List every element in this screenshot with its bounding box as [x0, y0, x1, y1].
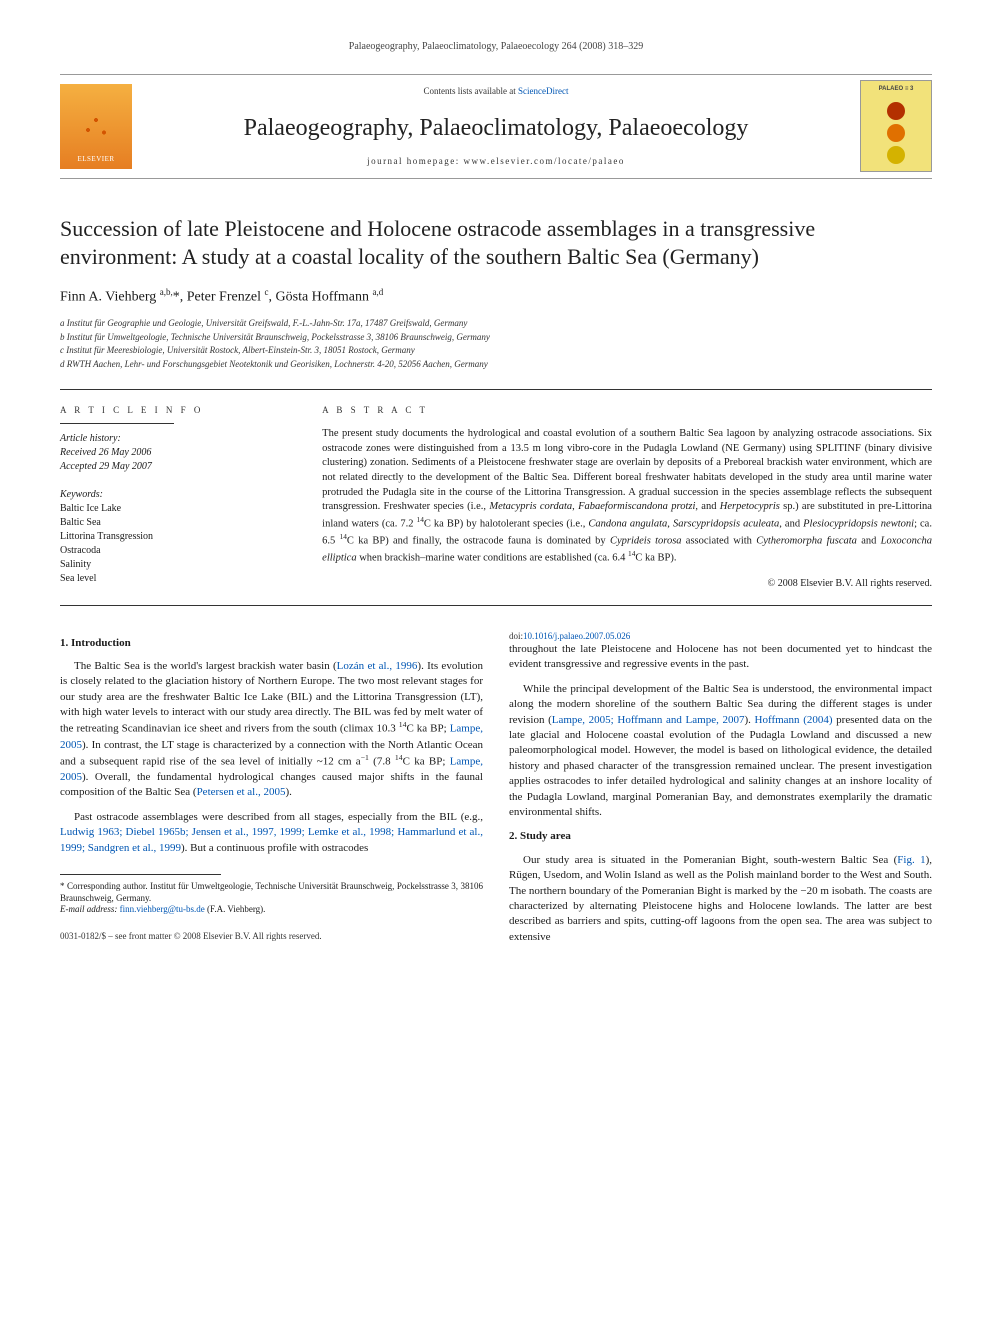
cover-dot-3 [887, 146, 905, 164]
section-heading-2: 2. Study area [509, 829, 932, 844]
keyword: Salinity [60, 558, 288, 572]
abstract-text: The present study documents the hydrolog… [322, 427, 932, 567]
history-label: Article history: [60, 432, 288, 446]
contents-line: Contents lists available at ScienceDirec… [142, 85, 850, 98]
keyword: Littorina Transgression [60, 530, 288, 544]
doi-line: doi:10.1016/j.palaeo.2007.05.026 [509, 630, 932, 643]
elsevier-tree-icon [76, 105, 116, 155]
section-heading-1: 1. Introduction [60, 636, 483, 651]
cover-label: PALAEO ≡ 3 [879, 85, 914, 93]
doi-link[interactable]: 10.1016/j.palaeo.2007.05.026 [523, 631, 630, 641]
cover-dot-1 [887, 102, 905, 120]
sciencedirect-link[interactable]: ScienceDirect [518, 86, 568, 96]
keywords-block: Keywords: Baltic Ice Lake Baltic Sea Lit… [60, 488, 288, 586]
email-line: E-mail address: finn.viehberg@tu-bs.de (… [60, 904, 483, 916]
body-paragraph: While the principal development of the B… [509, 682, 932, 821]
masthead-center: Contents lists available at ScienceDirec… [132, 77, 860, 176]
publisher-label: ELSEVIER [77, 155, 114, 165]
article-history: Article history: Received 26 May 2006 Ac… [60, 432, 288, 474]
footnotes: * Corresponding author. Institut für Umw… [60, 881, 483, 916]
article-title: Succession of late Pleistocene and Holoc… [60, 215, 932, 272]
keyword: Ostracoda [60, 544, 288, 558]
journal-cover-thumbnail: PALAEO ≡ 3 [860, 80, 932, 172]
article-body: 1. Introduction The Baltic Sea is the wo… [60, 630, 932, 949]
keyword: Baltic Ice Lake [60, 502, 288, 516]
footnote-separator [60, 874, 221, 875]
body-paragraph: throughout the late Pleistocene and Holo… [509, 642, 932, 673]
journal-homepage-line: journal homepage: www.elsevier.com/locat… [142, 155, 850, 168]
homepage-url: www.elsevier.com/locate/palaeo [464, 156, 625, 166]
running-head: Palaeogeography, Palaeoclimatology, Pala… [60, 40, 932, 54]
keyword: Baltic Sea [60, 516, 288, 530]
contents-prefix: Contents lists available at [424, 86, 518, 96]
body-paragraph: Past ostracode assemblages were describe… [60, 810, 483, 856]
email-suffix: (F.A. Viehberg). [205, 904, 266, 914]
abstract-copyright: © 2008 Elsevier B.V. All rights reserved… [322, 577, 932, 591]
homepage-prefix: journal homepage: [367, 156, 463, 166]
journal-masthead: ELSEVIER Contents lists available at Sci… [60, 74, 932, 179]
received-date: Received 26 May 2006 [60, 446, 288, 460]
body-paragraph: Our study area is situated in the Pomera… [509, 853, 932, 945]
article-info-label: A R T I C L E I N F O [60, 404, 288, 417]
keyword: Sea level [60, 572, 288, 586]
affiliation: b Institut für Umweltgeologie, Technisch… [60, 331, 932, 345]
abstract-label: A B S T R A C T [322, 404, 932, 417]
keywords-label: Keywords: [60, 488, 288, 502]
issn-line: 0031-0182/$ – see front matter © 2008 El… [60, 930, 483, 943]
author-list: Finn A. Viehberg a,b,*, Peter Frenzel c,… [60, 286, 932, 307]
affiliations: a Institut für Geographie und Geologie, … [60, 317, 932, 371]
article-info: A R T I C L E I N F O Article history: R… [60, 390, 304, 604]
abstract: A B S T R A C T The present study docume… [304, 390, 932, 604]
corresponding-author-note: * Corresponding author. Institut für Umw… [60, 881, 483, 904]
affiliation: a Institut für Geographie und Geologie, … [60, 317, 932, 331]
author-email-link[interactable]: finn.viehberg@tu-bs.de [120, 904, 205, 914]
body-paragraph: The Baltic Sea is the world's largest br… [60, 659, 483, 801]
info-rule [60, 423, 174, 424]
elsevier-logo: ELSEVIER [60, 84, 132, 169]
affiliation: d RWTH Aachen, Lehr- und Forschungsgebie… [60, 358, 932, 372]
cover-dot-2 [887, 124, 905, 142]
affiliation: c Institut für Meeresbiologie, Universit… [60, 344, 932, 358]
accepted-date: Accepted 29 May 2007 [60, 460, 288, 474]
journal-name: Palaeogeography, Palaeoclimatology, Pala… [142, 112, 850, 146]
email-label: E-mail address: [60, 904, 120, 914]
info-abstract-block: A R T I C L E I N F O Article history: R… [60, 389, 932, 605]
doi-label: doi: [509, 631, 523, 641]
